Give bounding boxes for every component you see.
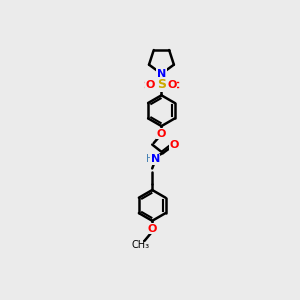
Text: S: S — [157, 78, 166, 91]
Text: H: H — [146, 154, 154, 164]
Text: O: O — [146, 80, 155, 89]
Text: O: O — [157, 129, 166, 139]
Text: O: O — [148, 224, 157, 233]
Text: O: O — [170, 140, 179, 150]
Text: O: O — [167, 80, 177, 89]
Text: N: N — [157, 69, 166, 79]
Text: N: N — [151, 154, 160, 164]
Text: CH₃: CH₃ — [132, 240, 150, 250]
